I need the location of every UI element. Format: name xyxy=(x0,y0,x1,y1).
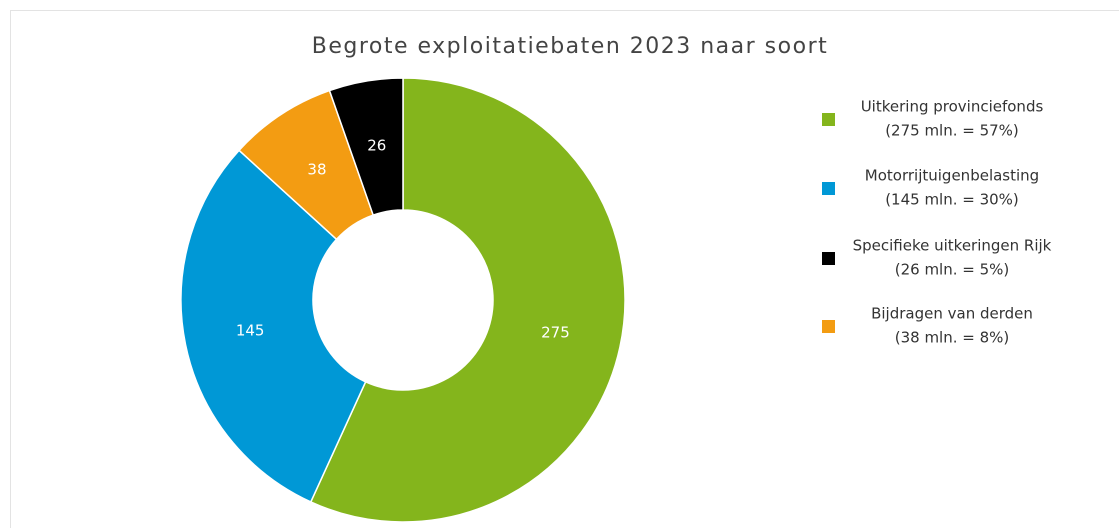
legend-text: (145 mln. = 30%) xyxy=(885,191,1019,209)
slice-label: 26 xyxy=(367,137,386,155)
slice xyxy=(309,77,626,523)
slice xyxy=(328,77,404,217)
slice-label: 275 xyxy=(541,324,570,342)
chart-border xyxy=(10,10,1119,528)
legend-text: (26 mln. = 5%) xyxy=(895,261,1010,279)
slice-label: 38 xyxy=(307,160,326,178)
legend-swatch xyxy=(822,113,835,126)
legend-text: Motorrijtuigenbelasting xyxy=(865,167,1039,185)
chart-title: Begrote exploitatiebaten 2023 naar soort xyxy=(312,34,829,59)
slice-label: 145 xyxy=(236,322,265,340)
legend-text: (38 mln. = 8%) xyxy=(895,329,1010,347)
legend-swatch xyxy=(822,252,835,265)
legend-text: Bijdragen van derden xyxy=(871,305,1033,323)
legend-text: (275 mln. = 57%) xyxy=(885,122,1019,140)
legend-text: Uitkering provinciefonds xyxy=(861,98,1044,116)
legend-swatch xyxy=(822,320,835,333)
legend-text: Specifieke uitkeringen Rijk xyxy=(853,237,1052,255)
legend-swatch xyxy=(822,182,835,195)
slice xyxy=(180,149,367,503)
